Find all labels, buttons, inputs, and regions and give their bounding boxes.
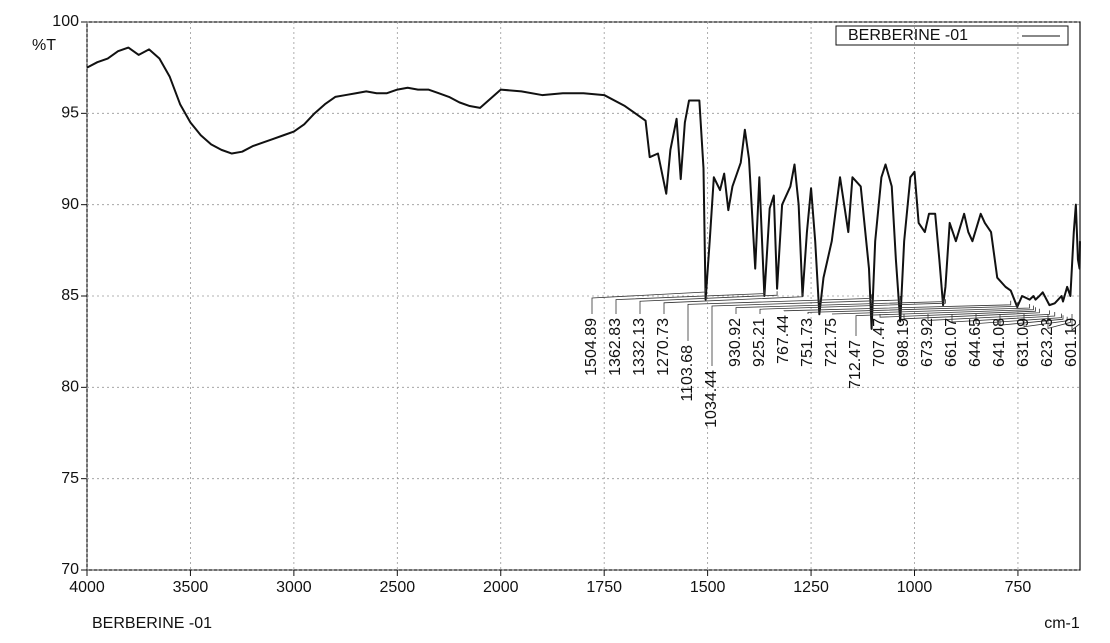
peak-leader [807, 302, 1018, 314]
y-tick-label: 85 [61, 287, 79, 304]
peak-leader [999, 314, 1064, 326]
peak-leader [879, 307, 1036, 318]
peak-label: 601.10 [1063, 318, 1080, 367]
legend-box [835, 25, 1069, 46]
x-tick-label: 750 [1005, 579, 1032, 596]
peak-leader [1047, 314, 1071, 329]
y-tick-label: 100 [52, 13, 79, 30]
peak-label: 767.44 [775, 315, 792, 364]
peak-label: 631.09 [1015, 318, 1032, 367]
peak-label: 673.92 [919, 318, 936, 367]
y-tick-label: 95 [61, 105, 79, 122]
peak-label: 1332.13 [631, 318, 648, 376]
peak-label: 1103.68 [679, 345, 696, 402]
x-tick-label: 3000 [276, 579, 312, 596]
peak-label: 641.08 [991, 318, 1008, 367]
y-tick-label: 80 [61, 379, 79, 396]
peak-leader [735, 297, 944, 314]
peak-leader [687, 294, 873, 341]
x-tick-label: 4000 [69, 579, 105, 596]
x-tick-label: 1250 [793, 579, 829, 596]
peak-label: 1034.44 [703, 370, 720, 428]
peak-label: 1504.89 [583, 318, 600, 376]
peak-label: 930.92 [727, 318, 744, 367]
peak-leader [975, 313, 1062, 325]
peak-label: 751.73 [799, 318, 816, 367]
peak-leader [831, 304, 1031, 315]
x-axis-unit: cm-1 [1044, 615, 1080, 632]
legend-label: BERBERINE -01 [848, 27, 968, 44]
peak-leader [927, 310, 1050, 321]
peak-label: 644.65 [967, 318, 984, 367]
peak-label: 1270.73 [655, 318, 672, 376]
peak-leader [615, 289, 765, 314]
y-tick-label: 75 [61, 470, 79, 487]
peak-leader [855, 305, 1034, 336]
peak-label: 721.75 [823, 318, 840, 367]
x-tick-label: 2000 [483, 579, 519, 596]
x-tick-label: 1500 [690, 579, 726, 596]
x-tick-label: 3500 [173, 579, 209, 596]
y-axis-label: %T [32, 37, 56, 54]
peak-label: 925.21 [751, 318, 768, 367]
x-tick-label: 1750 [586, 579, 622, 596]
y-tick-label: 90 [61, 196, 79, 213]
x-tick-label: 2500 [380, 579, 416, 596]
peak-label: 707.47 [871, 318, 888, 367]
peak-leader [663, 292, 803, 314]
peak-leader [903, 308, 1040, 320]
peak-leader [783, 300, 1012, 312]
peak-label: 698.19 [895, 318, 912, 367]
peak-label: 712.47 [847, 340, 864, 389]
spectrum-line [86, 46, 1081, 330]
peak-label: 661.07 [943, 318, 960, 367]
y-tick-label: 70 [61, 561, 79, 578]
peak-leader [639, 291, 778, 314]
footer-label: BERBERINE -01 [92, 615, 212, 632]
peak-label: 1362.83 [607, 318, 624, 376]
peak-leader [591, 288, 707, 314]
peak-leader [1071, 314, 1080, 331]
x-tick-label: 1000 [897, 579, 933, 596]
peak-leader [951, 312, 1056, 323]
peak-leader [1023, 314, 1068, 328]
peak-leader [711, 296, 901, 366]
peak-leader [759, 299, 946, 314]
peak-label: 623.23 [1039, 318, 1056, 367]
